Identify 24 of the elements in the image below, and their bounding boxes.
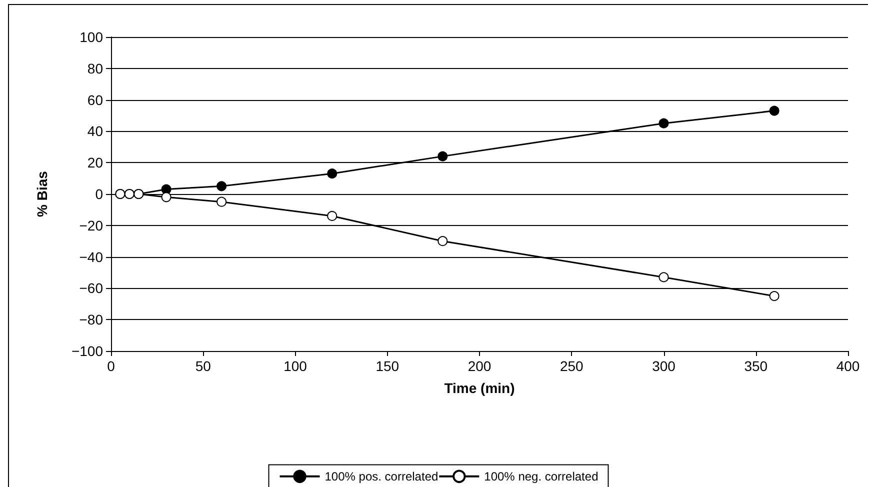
y-tick-label: 60 <box>87 92 104 108</box>
x-tick-label: 200 <box>468 358 492 374</box>
x-tick-label: 100 <box>284 358 308 374</box>
x-tick-label: 350 <box>744 358 768 374</box>
y-tick-label: −20 <box>79 217 104 234</box>
legend-label: 100% pos. correlated <box>324 469 438 484</box>
y-tick-label: 0 <box>95 186 104 202</box>
x-tick-label: 0 <box>107 358 116 374</box>
y-axis-title: % Bias <box>34 170 50 217</box>
y-tick-label: −100 <box>71 343 104 359</box>
x-axis-title: Time (min) <box>444 380 515 396</box>
x-tick-label: 250 <box>560 358 584 374</box>
x-tick-label: 50 <box>195 358 212 374</box>
y-tick-label: 100 <box>80 29 104 45</box>
x-tick-label: 400 <box>836 358 860 374</box>
legend-label: 100% neg. correlated <box>484 469 598 484</box>
y-tick-label: −80 <box>79 312 104 328</box>
y-tick-label: −40 <box>79 248 104 265</box>
y-tick-label: −60 <box>79 280 104 296</box>
x-tick-label: 150 <box>376 358 400 374</box>
y-tick-label: 80 <box>87 60 104 76</box>
y-tick-label: 40 <box>87 123 104 140</box>
y-tick-label: 20 <box>87 154 104 171</box>
x-tick-label: 300 <box>652 358 676 374</box>
